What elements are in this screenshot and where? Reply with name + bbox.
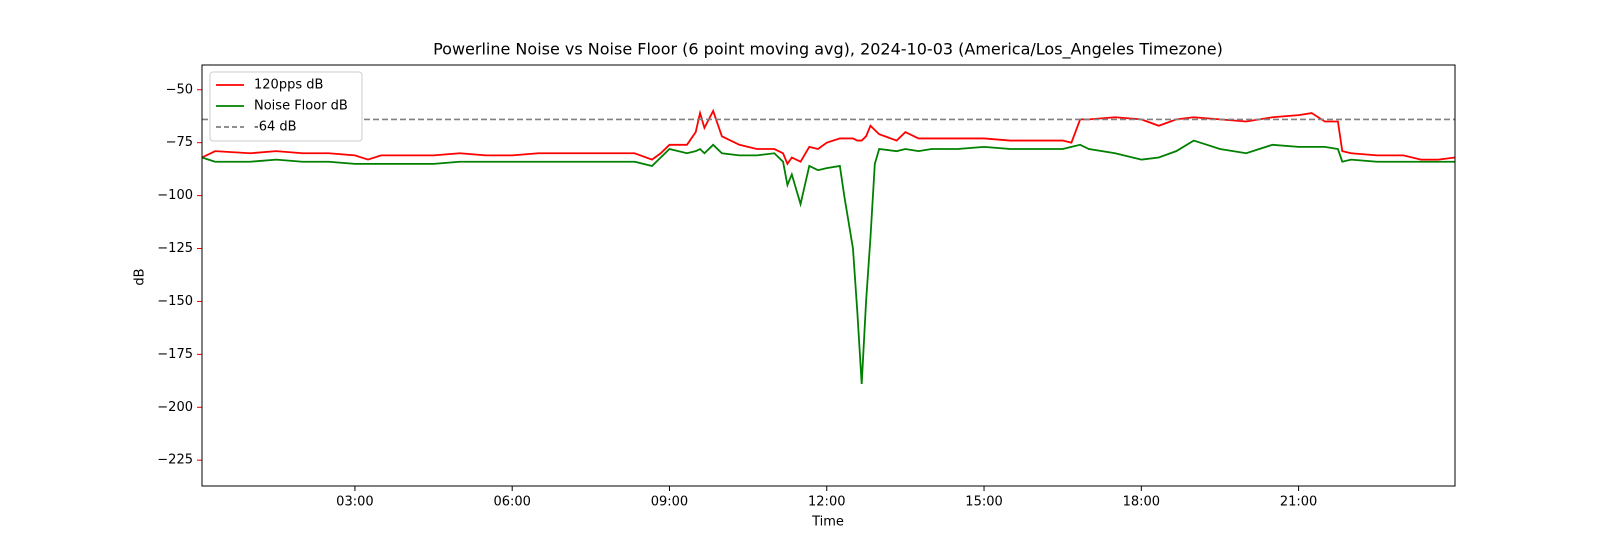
x-tick-label: 21:00: [1280, 495, 1317, 510]
legend-box: [209, 71, 363, 142]
x-tick-label: 12:00: [808, 495, 845, 510]
y-tick-label: −100: [157, 188, 193, 203]
x-tick-label: 06:00: [493, 495, 530, 510]
legend-label: Noise Floor dB: [254, 99, 348, 114]
y-axis-label: dB: [133, 268, 148, 285]
plot: [202, 108, 1455, 385]
y-tick-label: −200: [157, 400, 193, 415]
y-tick-label: −75: [166, 135, 193, 150]
y-tick-label: −150: [157, 294, 193, 309]
chart-title: Powerline Noise vs Noise Floor (6 point …: [433, 40, 1223, 60]
x-tick-label: 15:00: [965, 495, 1002, 510]
y-tick-label: −225: [157, 453, 193, 468]
x-tick-label: 18:00: [1123, 495, 1160, 510]
x-tick-label: 09:00: [651, 495, 688, 510]
x-axis-label: Time: [811, 515, 844, 530]
y-tick-label: −125: [157, 241, 193, 256]
x-tick-label: 03:00: [336, 495, 373, 510]
legend-label: 120pps dB: [254, 78, 323, 93]
y-tick-label: −50: [166, 82, 193, 97]
legend: 120pps dB Noise Floor dB -64 dB: [209, 71, 363, 142]
plot-frame: [201, 64, 1456, 487]
legend-label: -64 dB: [254, 120, 297, 135]
series-line: [202, 139, 1455, 385]
y-tick-label: −175: [157, 347, 193, 362]
